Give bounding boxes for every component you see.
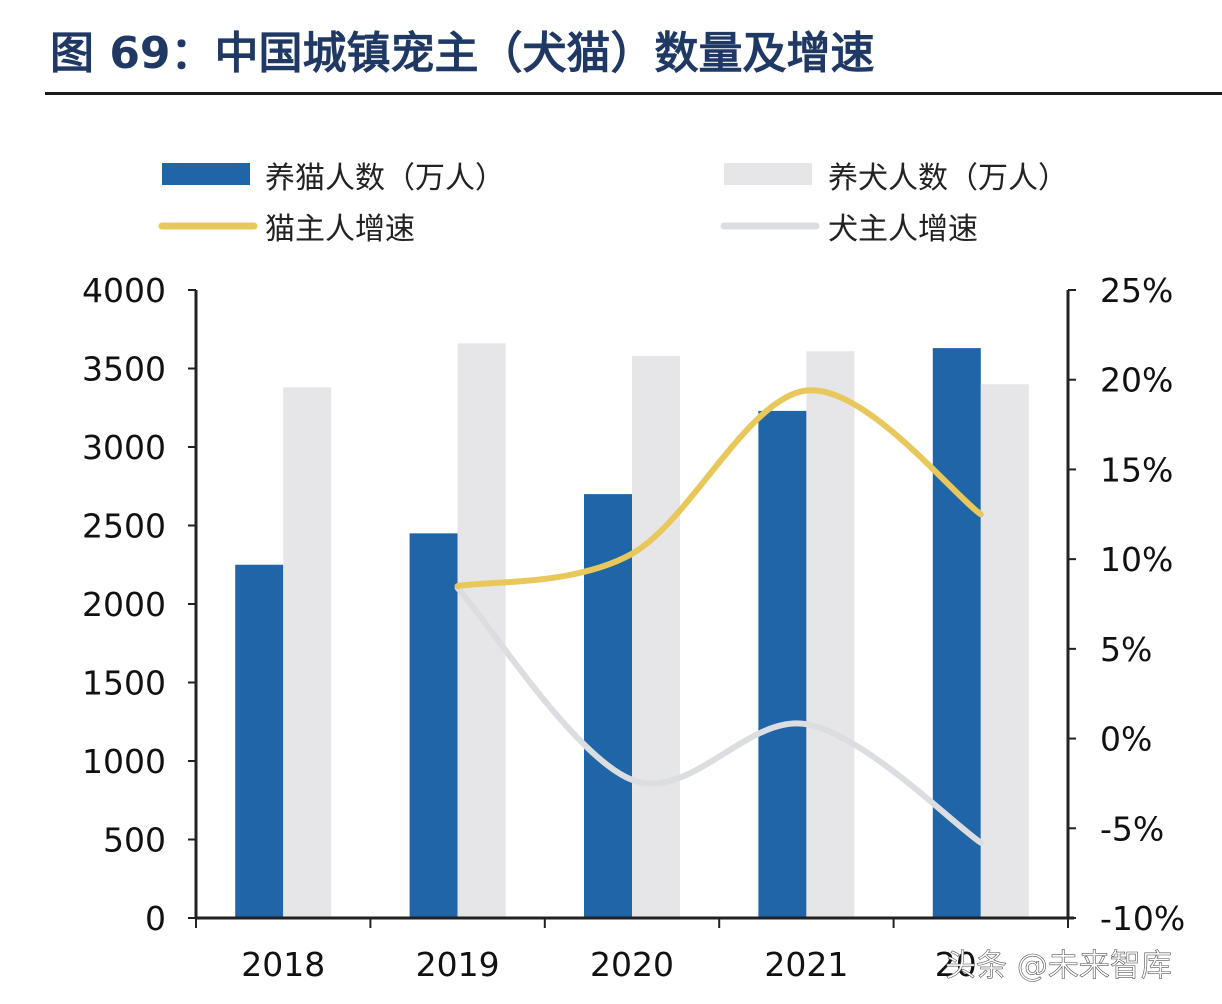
y-right-tick-label-7: 25% — [1100, 271, 1173, 310]
legend-swatch-1 — [724, 163, 812, 185]
y-left-tick-label-3: 1500 — [82, 664, 166, 703]
y-left-tick-label-8: 4000 — [82, 271, 166, 310]
y-right-tick-label-5: 15% — [1100, 450, 1173, 489]
y-left-tick-label-2: 1000 — [82, 742, 166, 781]
x-tick-label-1: 2019 — [416, 945, 500, 984]
y-right-tick-label-2: 0% — [1100, 720, 1152, 759]
y-left-tick-label-7: 3500 — [82, 350, 166, 389]
bar-dog-2018 — [283, 387, 332, 919]
y-right-tick-label-3: 5% — [1100, 630, 1152, 669]
watermark-text: 头条 @未来智库 — [945, 948, 1172, 984]
y-right-tick-label-4: 10% — [1100, 540, 1173, 579]
x-tick-label-0: 2018 — [241, 945, 325, 984]
y-right-tick-label-0: -10% — [1100, 899, 1185, 938]
bar-cat-2021 — [758, 410, 807, 918]
legend-label-0: 养猫人数（万人） — [265, 161, 505, 196]
bar-cat-2019 — [409, 533, 458, 918]
bar-dog-2021 — [806, 351, 855, 919]
y-left-tick-label-0: 0 — [145, 899, 166, 938]
legend-label-3: 犬主人增速 — [828, 212, 978, 247]
lines-layer — [454, 387, 984, 846]
y-right-tick-label-1: -5% — [1100, 809, 1164, 848]
figure-title: 图 69：中国城镇宠主（犬猫）数量及增速 — [50, 28, 875, 79]
x-tick-label-2: 2020 — [590, 945, 674, 984]
bars-layer — [235, 343, 1029, 919]
title-divider — [45, 92, 1222, 95]
bar-dog-2020 — [632, 355, 680, 918]
x-tick-label-4: 20 — [935, 945, 977, 984]
legend-label-1: 养犬人数（万人） — [828, 161, 1068, 196]
y-left-tick-label-6: 3000 — [82, 428, 166, 467]
line-dog-growth — [454, 584, 984, 846]
y-right-tick-label-6: 20% — [1100, 361, 1173, 400]
watermark: 头条 @未来智库 — [945, 948, 1172, 985]
x-tick-label-3: 2021 — [764, 945, 848, 984]
y-left-tick-label-1: 500 — [103, 821, 166, 860]
y-left-tick-label-5: 2500 — [82, 507, 166, 546]
bar-cat-2022 — [932, 348, 981, 919]
bar-cat-2018 — [235, 564, 284, 918]
legend-label-2: 猫主人增速 — [265, 212, 415, 247]
y-left-tick-label-4: 2000 — [82, 585, 166, 624]
bar-dog-2022 — [980, 384, 1029, 918]
legend: 养猫人数（万人） 养犬人数（万人） 猫主人增速 犬主人增速 — [158, 161, 1068, 247]
axes-layer: 0 500 1000 1500 2000 2500 3000 3500 4000 -10% -5% 0… — [82, 271, 1185, 984]
bar-dog-2019 — [457, 343, 506, 918]
legend-swatch-0 — [162, 163, 250, 185]
line-cat-growth — [454, 387, 984, 590]
